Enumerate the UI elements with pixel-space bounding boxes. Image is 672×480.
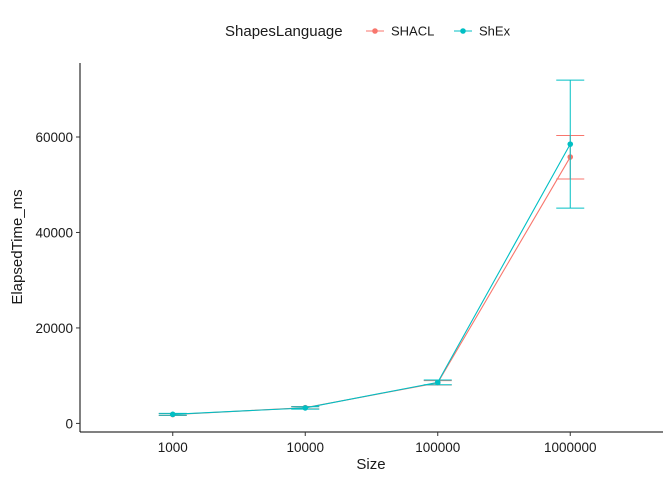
- data-point: [434, 379, 441, 386]
- data-point: [302, 405, 309, 411]
- x-axis-title: Size: [356, 456, 385, 473]
- legend-key-point: [460, 28, 466, 34]
- data-point: [169, 411, 176, 418]
- x-tick-label: 1000000: [544, 440, 597, 455]
- y-axis-title: ElapsedTime_ms: [9, 189, 26, 304]
- legend-label: SHACL: [391, 24, 434, 39]
- y-ticks: 0 20000 40000 60000: [35, 130, 80, 431]
- series-shex: [158, 79, 585, 418]
- y-tick-label: 20000: [35, 321, 73, 336]
- data-point: [567, 141, 574, 147]
- series-line: [172, 156, 571, 416]
- legend-item-shex: ShEx: [454, 24, 511, 39]
- series-shacl: [158, 135, 585, 418]
- plot-area: [158, 79, 585, 418]
- legend-title: ShapesLanguage: [225, 23, 343, 40]
- y-tick-label: 0: [65, 416, 73, 431]
- legend-item-shacl: SHACL: [366, 24, 434, 39]
- x-ticks: 1000 10000 100000 1000000: [158, 432, 597, 455]
- x-tick-label: 100000: [415, 440, 460, 455]
- y-tick-label: 40000: [35, 225, 73, 240]
- legend-label: ShEx: [479, 24, 511, 39]
- y-tick-label: 60000: [35, 130, 73, 145]
- legend-key-point: [372, 28, 378, 34]
- x-tick-label: 1000: [158, 440, 188, 455]
- series-line: [172, 143, 571, 415]
- x-tick-label: 10000: [286, 440, 324, 455]
- legend: ShapesLanguage SHACL ShEx: [225, 23, 511, 40]
